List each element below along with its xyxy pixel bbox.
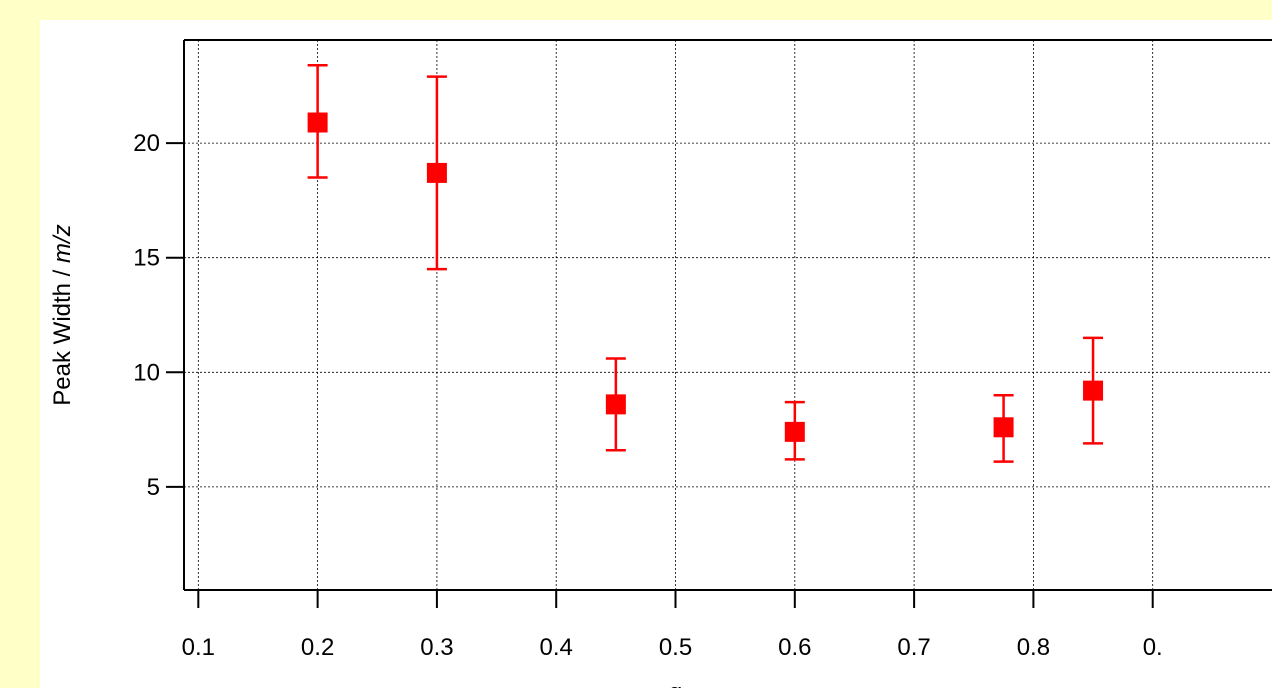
y-axis-label: Peak Width / m/z bbox=[49, 224, 76, 405]
data-point bbox=[605, 394, 626, 415]
x-tick-label: 0. bbox=[1143, 634, 1163, 661]
x-tick-label: 0.8 bbox=[1017, 634, 1050, 661]
y-tick-label: 20 bbox=[133, 130, 160, 157]
data-point bbox=[784, 421, 805, 442]
data-point bbox=[993, 417, 1014, 438]
x-tick-label: 0.2 bbox=[301, 634, 334, 661]
x-tick-label: 0.1 bbox=[182, 634, 215, 661]
data-point bbox=[307, 112, 328, 133]
data-series bbox=[307, 63, 1104, 463]
y-axis-label-unit: m/z bbox=[49, 224, 76, 263]
data-point bbox=[1083, 380, 1104, 401]
x-tick-label: 0.4 bbox=[540, 634, 573, 661]
grid bbox=[184, 40, 1272, 590]
y-tick-label: 15 bbox=[133, 245, 160, 272]
x-axis-label: q bbox=[669, 679, 682, 688]
x-tick-label: 0.5 bbox=[659, 634, 692, 661]
data-point bbox=[426, 162, 447, 183]
x-axis: 0.1 0.2 0.3 0.4 0.5 0.6 0.7 0.8 0. bbox=[182, 590, 1163, 661]
x-tick-label: 0.6 bbox=[778, 634, 811, 661]
x-tick-label: 0.7 bbox=[897, 634, 930, 661]
y-axis-label-text: Peak Width / bbox=[49, 263, 76, 406]
plot-frame bbox=[183, 39, 1272, 591]
y-axis: 5 10 15 20 bbox=[133, 130, 184, 501]
chart-panel: 0.1 0.2 0.3 0.4 0.5 0.6 0.7 0.8 0. 5 10 15 20 q Pea… bbox=[40, 20, 1272, 688]
y-tick-label: 10 bbox=[133, 359, 160, 386]
y-tick-label: 5 bbox=[147, 474, 160, 501]
x-tick-label: 0.3 bbox=[420, 634, 453, 661]
